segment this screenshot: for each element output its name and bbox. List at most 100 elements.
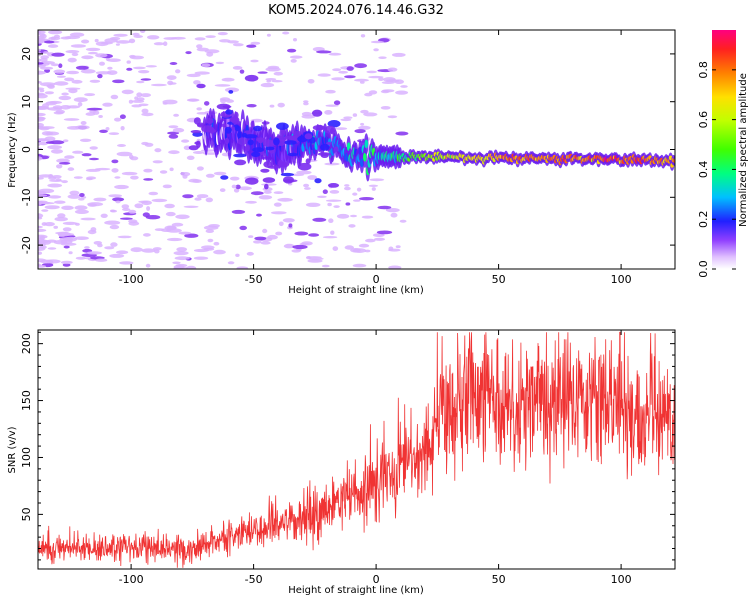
spectral-speckle <box>102 102 113 107</box>
spectral-speckle <box>277 102 285 108</box>
spectral-speckle <box>167 237 183 242</box>
spectral-speckle <box>87 51 98 55</box>
spectral-speckle <box>38 213 44 219</box>
ridge-blob <box>262 139 275 147</box>
colorbar-ticks: 0.0 0.2 0.4 0.6 0.8 <box>697 61 736 278</box>
spectral-speckle <box>143 233 151 237</box>
spectral-speckle <box>72 150 84 154</box>
ridge-blob <box>327 183 340 188</box>
spectral-speckle <box>252 240 262 244</box>
spectral-speckle <box>162 184 172 189</box>
spectral-speckle <box>373 48 379 52</box>
ridge-blob <box>305 158 311 165</box>
spectral-speckle <box>181 139 190 143</box>
ridge-core <box>364 139 369 149</box>
spectral-speckle <box>352 192 358 196</box>
snr-panel: -100 -50 0 50 100 50 100 150 200 Height of stra… <box>7 329 676 596</box>
spectral-speckle <box>330 230 335 235</box>
spectral-speckle <box>112 79 125 84</box>
spectral-speckle <box>38 216 43 220</box>
spectral-speckle <box>217 31 228 36</box>
spectral-speckle <box>112 197 125 202</box>
ridge-blob <box>224 126 232 134</box>
colorbar-tick-label: 0.0 <box>697 260 710 278</box>
ridge-blob <box>327 120 341 128</box>
spectral-speckle <box>307 79 315 84</box>
ridge-blob <box>250 120 255 128</box>
spectral-speckle <box>38 228 47 232</box>
spectral-speckle <box>74 205 88 210</box>
spectral-speckle <box>303 100 309 103</box>
spectral-speckle <box>75 125 90 130</box>
spectral-speckle <box>376 230 393 235</box>
spectral-speckle <box>193 256 209 260</box>
spectral-speckle <box>38 264 47 268</box>
ridge-blob <box>324 125 336 134</box>
spectral-speckle <box>331 77 345 81</box>
spectral-speckle <box>207 238 214 243</box>
spectral-speckle <box>53 225 58 229</box>
spectral-speckle <box>44 91 55 95</box>
spectral-speckle <box>333 100 341 105</box>
spectral-speckle <box>122 208 131 211</box>
spectral-speckle <box>87 203 97 207</box>
spectral-speckle <box>95 53 108 58</box>
spectral-speckle <box>129 154 134 160</box>
spectral-speckle <box>282 218 295 223</box>
spectral-speckle <box>41 131 54 136</box>
spectral-speckle <box>359 81 365 84</box>
spectrogram-blobs <box>38 30 675 269</box>
figure-title: KOM5.2024.076.14.46.G32 <box>268 3 444 18</box>
ridge-blob <box>234 111 239 119</box>
spectral-speckle <box>183 145 191 151</box>
spectral-speckle <box>51 52 65 57</box>
spectral-speckle <box>312 217 327 222</box>
spectral-speckle <box>196 44 203 49</box>
ridge-blob <box>241 132 248 138</box>
spectral-speckle <box>154 228 165 232</box>
spectral-speckle <box>120 217 133 220</box>
spectral-speckle <box>246 44 257 48</box>
spectral-speckle <box>38 38 46 43</box>
spectral-speckle <box>194 37 206 41</box>
spectral-speckle <box>129 55 144 60</box>
spectral-speckle <box>248 235 254 238</box>
spectral-speckle <box>180 172 191 177</box>
x-tick-label: 100 <box>611 573 632 586</box>
spectral-speckle <box>344 245 354 250</box>
spectral-speckle <box>201 245 215 250</box>
spectral-speckle <box>38 81 42 84</box>
spectral-speckle <box>41 209 49 212</box>
ridge-blob <box>320 143 330 151</box>
spectral-speckle <box>107 66 113 70</box>
spectral-speckle <box>119 261 134 265</box>
spectral-speckle <box>260 82 275 88</box>
spectral-speckle <box>65 87 81 90</box>
spectral-speckle <box>194 197 202 201</box>
spectral-speckle <box>80 121 87 125</box>
spectral-speckle <box>213 171 227 176</box>
spectral-speckle <box>39 57 48 63</box>
spectral-speckle <box>130 247 143 253</box>
spectral-speckle <box>229 176 240 181</box>
spectral-speckle <box>305 202 321 207</box>
spectral-speckle <box>39 89 45 93</box>
spectral-speckle <box>232 66 243 70</box>
spectral-speckle <box>380 90 390 94</box>
spectral-speckle <box>94 38 99 43</box>
spectral-speckle <box>308 233 320 237</box>
ridge-blob <box>251 151 261 157</box>
spectral-speckle <box>60 242 77 246</box>
spectral-speckle <box>308 257 324 261</box>
spectral-speckle <box>263 190 272 194</box>
spectral-speckle <box>38 93 48 99</box>
spectral-speckle <box>267 65 280 70</box>
spectral-speckle <box>64 77 75 82</box>
spectral-speckle <box>128 219 138 224</box>
x-tick-label: -50 <box>245 573 263 586</box>
ridge-blob <box>260 168 270 173</box>
spectral-speckle <box>38 238 46 243</box>
spectral-speckle <box>245 200 257 204</box>
